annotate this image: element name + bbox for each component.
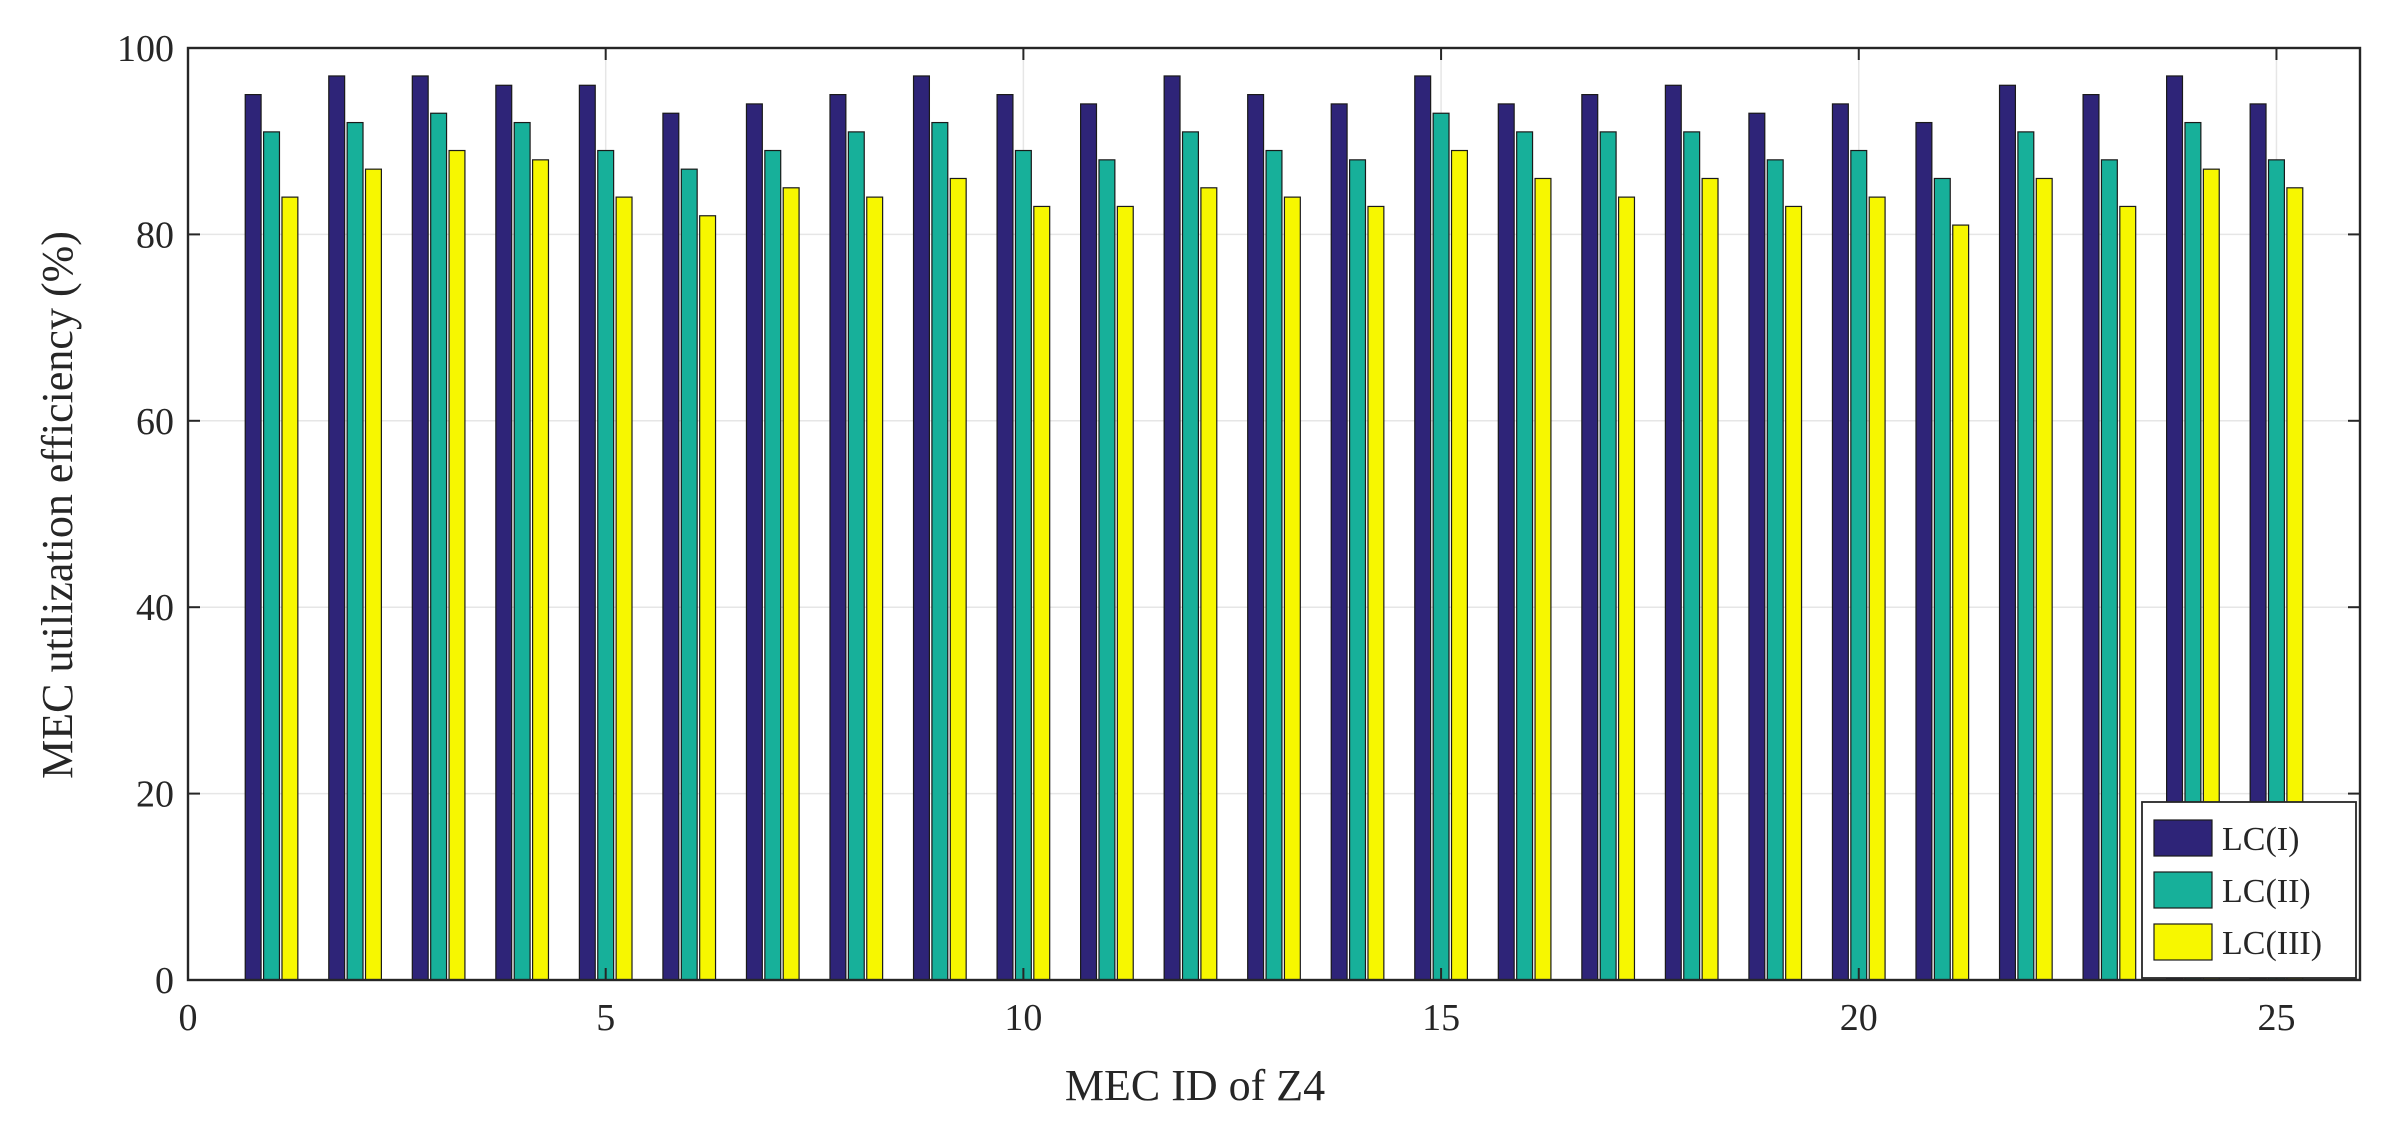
bar-LC(III)-17 [1617,196,1636,981]
bar-LC(II)-18 [1683,131,1701,981]
bar-LC(III)-3 [448,149,466,981]
x-axis-label: MEC ID of Z4 [1065,1061,1325,1110]
bar-LC(III)-12 [1200,187,1218,981]
bar-LC(III)-6 [699,215,717,981]
axes [186,46,2362,982]
legend-swatch-LC(I) [2153,819,2213,857]
x-tick-label: 0 [179,997,198,1039]
y-tick-label: 20 [136,774,174,816]
bar-LC(III)-21 [1952,224,1970,981]
bar-LC(II)-14 [1349,159,1367,981]
bar-LC(II)-23 [2100,159,2118,981]
y-tick-label: 40 [136,587,174,629]
bar-LC(I)-8 [829,93,847,981]
bar-LC(I)-20 [1831,103,1849,981]
bar-LC(II)-7 [764,149,782,981]
bar-LC(III)-23 [2119,205,2137,981]
bar-LC(III)-4 [531,159,550,981]
legend-swatch-LC(III) [2153,923,2213,961]
bar-LC(III)-16 [1534,177,1552,981]
bar-LC(II)-15 [1432,112,1450,981]
bar-LC(III)-2 [364,168,382,981]
bar-LC(I)-1 [244,93,262,981]
bar-LC(II)-12 [1181,131,1199,981]
bar-LC(I)-3 [411,75,429,981]
bar-LC(II)-9 [931,121,949,981]
bar-LC(II)-3 [430,112,448,981]
tick-labels: 0 5 10 15 20 25 0 20 40 60 80 100 [117,28,2295,1039]
legend-swatch-LC(II) [2153,871,2213,909]
y-axis-label: MEC utilization efficiency (%) [33,231,82,779]
bar-LC(I)-6 [662,112,680,981]
bar-LC(III)-22 [2035,177,2053,981]
bar-LC(I)-4 [495,84,513,981]
bar-LC(III)-11 [1116,205,1134,981]
plot-frame [186,46,2362,982]
bar-LC(I)-12 [1163,75,1181,981]
bar-LC(II)-8 [847,131,865,981]
bar-LC(II)-1 [263,131,281,981]
bar-LC(I)-23 [2082,93,2100,981]
bar-LC(I)-11 [1080,103,1098,981]
bar-LC(III)-8 [866,196,884,981]
bar-LC(I)-10 [996,93,1014,981]
bar-LC(III)-15 [1450,149,1468,981]
bar-LC(III)-18 [1701,177,1719,981]
bar-LC(II)-16 [1516,131,1534,981]
bar-LC(I)-15 [1414,75,1432,981]
y-tick-label: 100 [117,28,174,70]
x-tick-label: 5 [596,997,615,1039]
x-tick-label: 10 [1004,997,1042,1039]
bar-LC(II)-10 [1014,149,1032,981]
bar-LC(III)-20 [1868,196,1886,981]
bar-LC(I)-19 [1748,112,1766,981]
bar-LC(II)-19 [1766,159,1784,981]
bar-LC(I)-9 [912,75,931,981]
bar-LC(II)-13 [1265,149,1283,981]
bar-LC(III)-13 [1283,196,1301,981]
bar-LC(III)-10 [1033,205,1051,981]
legend: LC(I) LC(II) LC(III) [2141,801,2357,979]
bar-LC(II)-6 [680,168,698,981]
x-tick-label: 25 [2257,997,2295,1039]
bar-LC(I)-17 [1581,93,1599,981]
bar-LC(II)-2 [346,121,364,981]
bar-LC(III)-9 [949,177,967,981]
bar-LC(II)-22 [2017,131,2035,981]
bar-LC(III)-19 [1785,205,1803,981]
x-tick-label: 15 [1422,997,1460,1039]
y-tick-label: 60 [136,401,174,443]
bar-LC(II)-20 [1850,149,1868,981]
bar-LC(II)-4 [513,121,531,981]
legend-label-LC(III): LC(III) [2222,925,2322,962]
y-tick-label: 0 [155,960,174,1002]
bar-LC(I)-14 [1330,103,1348,981]
bar-LC(III)-5 [615,196,633,981]
bar-LC(III)-14 [1367,205,1385,981]
bar-LC(II)-11 [1098,159,1116,981]
bar-LC(I)-7 [745,103,763,981]
legend-label-LC(II): LC(II) [2222,873,2311,910]
legend-label-LC(I): LC(I) [2222,821,2299,858]
bar-LC(II)-21 [1933,177,1951,981]
x-tick-label: 20 [1840,997,1878,1039]
bar-LC(I)-21 [1915,121,1933,981]
bar-LC(I)-18 [1664,84,1682,981]
y-tick-label: 80 [136,214,174,256]
bar-LC(I)-13 [1247,93,1265,981]
bar-LC(II)-17 [1599,131,1617,981]
bar-LC(III)-7 [782,187,800,981]
bar-LC(I)-22 [1998,84,2017,981]
bar-LC(III)-1 [281,196,299,981]
bar-LC(I)-2 [328,75,346,981]
bar-LC(I)-16 [1497,103,1515,981]
bar-LC(II)-5 [597,149,615,981]
bar-LC(I)-5 [578,84,596,981]
